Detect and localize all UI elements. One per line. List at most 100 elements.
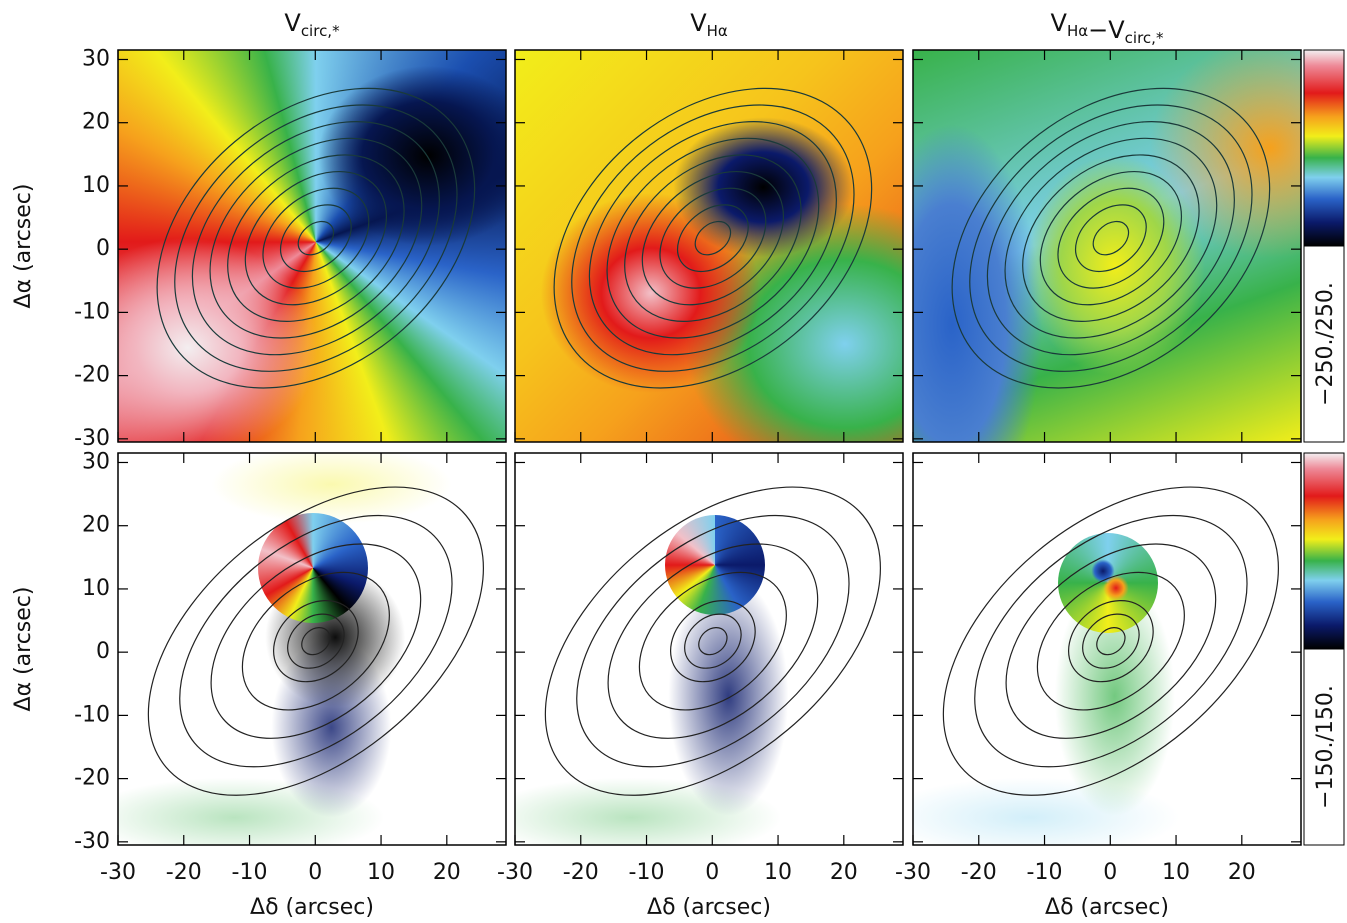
velocity-map xyxy=(913,453,1301,845)
contour xyxy=(677,204,749,273)
contour xyxy=(1036,571,1185,711)
contour xyxy=(669,600,756,683)
colorbar xyxy=(1304,50,1344,246)
y-tick-label: -30 xyxy=(74,426,110,451)
contour xyxy=(244,170,388,306)
contour xyxy=(227,154,405,322)
y-tick-label: 20 xyxy=(82,110,110,135)
x-tick-label: 0 xyxy=(1103,860,1117,885)
contour xyxy=(1039,170,1183,306)
title-main: −V xyxy=(1088,16,1125,44)
contour xyxy=(544,486,881,796)
contour xyxy=(1067,600,1154,683)
title-main: V xyxy=(284,9,301,37)
contour xyxy=(606,137,820,339)
x-tick-label: 10 xyxy=(367,860,395,885)
panel-frame xyxy=(912,452,1302,846)
panel-frame xyxy=(117,49,507,443)
y-tick-label: 0 xyxy=(96,236,110,261)
contour xyxy=(659,187,767,289)
y-tick-label: -20 xyxy=(74,766,110,791)
panel-frame xyxy=(514,49,904,443)
contour xyxy=(698,627,728,656)
title-sub: Hα xyxy=(707,22,728,40)
velocity-map xyxy=(913,50,1301,442)
contour xyxy=(942,486,1279,796)
contour xyxy=(1004,137,1218,339)
panel-title: VHα−Vcirc,* xyxy=(1051,9,1164,47)
contour xyxy=(553,87,873,389)
contour xyxy=(209,137,423,339)
y-tick-label: -30 xyxy=(74,829,110,854)
velocity-map-core xyxy=(1058,533,1158,633)
y-tick-label: 30 xyxy=(82,46,110,71)
velocity-map-core xyxy=(665,515,765,615)
title-main: V xyxy=(690,9,707,37)
contours xyxy=(544,486,881,796)
contour xyxy=(951,87,1271,389)
x-axis-label: Δδ (arcsec) xyxy=(250,895,374,920)
x-tick-label: -20 xyxy=(166,860,202,885)
contour xyxy=(272,600,359,683)
velocity-map xyxy=(515,453,903,845)
x-tick-label: -30 xyxy=(895,860,931,885)
contour xyxy=(174,104,458,372)
contour xyxy=(1022,154,1200,322)
x-tick-label: 0 xyxy=(705,860,719,885)
y-tick-label: -10 xyxy=(74,702,110,727)
y-axis-label: Δα (arcsec) xyxy=(11,184,36,309)
contours xyxy=(147,486,484,796)
contour xyxy=(694,220,732,256)
contours xyxy=(156,87,476,389)
colorbar-frame xyxy=(1303,49,1345,247)
contour xyxy=(1075,204,1147,273)
contours xyxy=(951,87,1271,389)
x-tick-label: 10 xyxy=(1162,860,1190,885)
colorbar xyxy=(1304,453,1344,649)
contour xyxy=(607,543,819,739)
colorbar-label-box xyxy=(1303,648,1345,846)
contour xyxy=(179,514,453,768)
contour xyxy=(241,571,390,711)
title-sub: Hα xyxy=(1067,22,1088,40)
x-tick-label: 0 xyxy=(308,860,322,885)
contour xyxy=(1005,543,1217,739)
x-tick-label: 20 xyxy=(1228,860,1256,885)
colorbar-label: −150./150. xyxy=(1313,685,1338,809)
contour xyxy=(588,121,837,356)
contour xyxy=(287,613,345,669)
contour xyxy=(210,543,422,739)
panel-frame xyxy=(912,49,1302,443)
velocity-map xyxy=(515,50,903,442)
contour xyxy=(156,87,476,389)
panel-frame xyxy=(514,452,904,846)
contour xyxy=(974,514,1248,768)
y-tick-label: 0 xyxy=(96,639,110,664)
contour xyxy=(301,627,331,656)
x-tick-label: -10 xyxy=(629,860,665,885)
velocity-map xyxy=(118,453,506,845)
velocity-map xyxy=(118,50,506,442)
contour xyxy=(969,104,1253,372)
x-tick-label: 20 xyxy=(433,860,461,885)
x-tick-label: -30 xyxy=(497,860,533,885)
contour xyxy=(684,613,742,669)
colorbar-label: −250./250. xyxy=(1313,282,1338,406)
colorbar-frame xyxy=(1303,452,1345,650)
y-axis-label: Δα (arcsec) xyxy=(11,587,36,712)
x-axis-label: Δδ (arcsec) xyxy=(647,895,771,920)
y-tick-label: 20 xyxy=(82,513,110,538)
y-tick-label: 30 xyxy=(82,449,110,474)
x-tick-label: -30 xyxy=(100,860,136,885)
y-tick-label: -20 xyxy=(74,363,110,388)
title-sub: circ,* xyxy=(301,22,340,40)
contour xyxy=(641,170,785,306)
contour xyxy=(191,121,440,356)
contour xyxy=(280,204,352,273)
panel-title: Vcirc,* xyxy=(284,9,340,40)
contour xyxy=(1092,220,1130,256)
x-tick-label: 10 xyxy=(764,860,792,885)
contour xyxy=(1082,613,1140,669)
